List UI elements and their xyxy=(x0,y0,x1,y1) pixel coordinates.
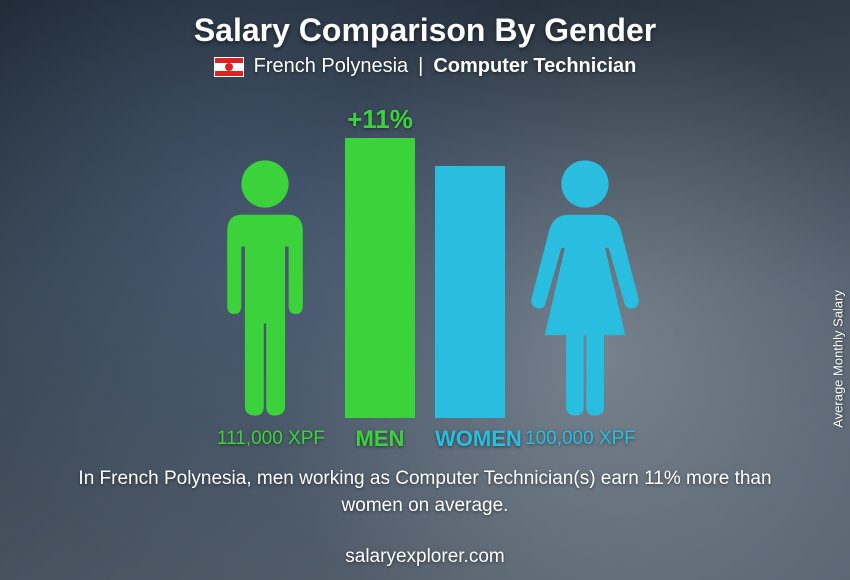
subtitle-row: French Polynesia | Computer Technician xyxy=(214,55,637,78)
men-salary-value: 111,000 XPF xyxy=(185,428,325,450)
chart-area: +11% xyxy=(75,88,775,418)
woman-icon xyxy=(525,158,645,418)
country-label: French Polynesia xyxy=(254,55,409,78)
page-title: Salary Comparison By Gender xyxy=(194,12,656,49)
flag-icon xyxy=(214,57,244,77)
man-icon xyxy=(205,158,325,418)
women-bar xyxy=(435,166,505,418)
infographic-content: Salary Comparison By Gender French Polyn… xyxy=(0,0,850,580)
footer-source: salaryexplorer.com xyxy=(0,546,850,568)
difference-label: +11% xyxy=(347,104,413,135)
men-bar: +11% xyxy=(345,138,415,418)
women-salary-value: 100,000 XPF xyxy=(525,428,665,450)
y-axis-label: Average Monthly Salary xyxy=(831,290,846,428)
labels-row: 111,000 XPF MEN WOMEN 100,000 XPF xyxy=(75,426,775,452)
job-title-label: Computer Technician xyxy=(433,55,636,78)
description-text: In French Polynesia, men working as Comp… xyxy=(65,466,785,519)
women-label: WOMEN xyxy=(435,426,505,452)
men-label: MEN xyxy=(345,426,415,452)
separator: | xyxy=(418,55,423,78)
